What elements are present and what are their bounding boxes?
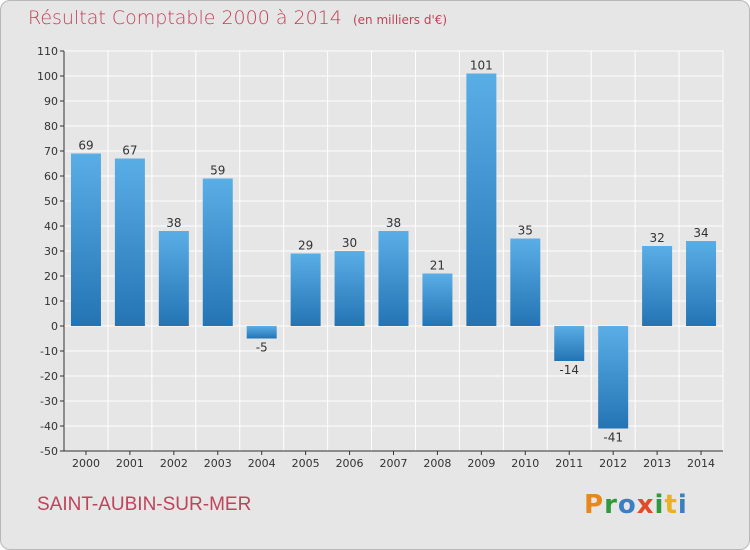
bar — [246, 326, 277, 339]
bar — [422, 273, 453, 326]
x-tick-label: 2011 — [555, 457, 583, 470]
bar — [70, 153, 101, 326]
data-label: 38 — [386, 216, 401, 230]
bar — [598, 326, 629, 429]
bar — [290, 253, 321, 326]
logo-letter: o — [617, 490, 637, 520]
chart-title: Résultat Comptable 2000 à 2014 (en milli… — [28, 7, 447, 29]
data-label: -41 — [603, 431, 623, 445]
data-label: 21 — [430, 259, 445, 273]
bar — [686, 241, 717, 326]
proxiti-logo[interactable]: Proxiti — [584, 490, 688, 520]
x-tick-label: 2012 — [599, 457, 627, 470]
commune-name: SAINT-AUBIN-SUR-MER — [37, 494, 252, 515]
y-tick-label: 10 — [44, 295, 58, 308]
y-tick-label: -40 — [40, 420, 58, 433]
x-tick-label: 2014 — [687, 457, 715, 470]
x-tick-label: 2002 — [160, 457, 188, 470]
y-tick-label: -20 — [40, 370, 58, 383]
x-tick-label: 2004 — [248, 457, 276, 470]
logo-letter: i — [654, 490, 665, 520]
x-tick-label: 2010 — [511, 457, 539, 470]
y-tick-label: 100 — [37, 70, 58, 83]
logo-letter: t — [664, 490, 678, 520]
bar — [510, 238, 541, 326]
y-tick-label: 30 — [44, 245, 58, 258]
data-label: 101 — [470, 59, 493, 73]
y-tick-label: -30 — [40, 395, 58, 408]
x-tick-label: 2008 — [423, 457, 451, 470]
y-tick-label: 80 — [44, 120, 58, 133]
bar — [642, 246, 673, 326]
x-tick-label: 2005 — [292, 457, 320, 470]
bar — [466, 73, 497, 326]
bar — [114, 158, 145, 326]
bar — [334, 251, 365, 326]
logo-letter: i — [677, 490, 688, 520]
data-label: 38 — [166, 216, 181, 230]
data-label: 30 — [342, 236, 357, 250]
x-tick-label: 2009 — [467, 457, 495, 470]
y-tick-label: 0 — [51, 320, 58, 333]
bar — [378, 231, 409, 326]
data-label: 59 — [210, 164, 225, 178]
data-label: 67 — [122, 144, 137, 158]
x-tick-label: 2006 — [336, 457, 364, 470]
logo-letter: P — [584, 490, 605, 520]
data-label: 35 — [518, 224, 533, 238]
chart-title-main: Résultat Comptable 2000 à 2014 — [28, 7, 342, 29]
data-label: 32 — [649, 231, 664, 245]
y-tick-label: -50 — [40, 445, 58, 458]
y-tick-label: 60 — [44, 170, 58, 183]
x-tick-label: 2007 — [380, 457, 408, 470]
x-tick-label: 2003 — [204, 457, 232, 470]
bar — [158, 231, 189, 326]
data-label: -14 — [559, 363, 579, 377]
y-tick-label: 40 — [44, 220, 58, 233]
y-tick-label: 50 — [44, 195, 58, 208]
logo-letter: x — [636, 490, 655, 520]
data-label: -5 — [256, 341, 268, 355]
chart-title-unit: (en milliers d'€) — [352, 13, 448, 27]
x-tick-label: 2013 — [643, 457, 671, 470]
logo-letter: r — [604, 490, 618, 520]
x-tick-label: 2001 — [116, 457, 144, 470]
y-tick-label: 70 — [44, 145, 58, 158]
data-label: 34 — [693, 226, 708, 240]
data-label: 29 — [298, 239, 313, 253]
x-tick-label: 2000 — [72, 457, 100, 470]
bar — [554, 326, 585, 361]
y-tick-label: 90 — [44, 95, 58, 108]
y-tick-label: 110 — [37, 45, 58, 58]
y-tick-label: -10 — [40, 345, 58, 358]
data-label: 69 — [78, 139, 93, 153]
y-tick-label: 20 — [44, 270, 58, 283]
bar — [202, 178, 233, 326]
